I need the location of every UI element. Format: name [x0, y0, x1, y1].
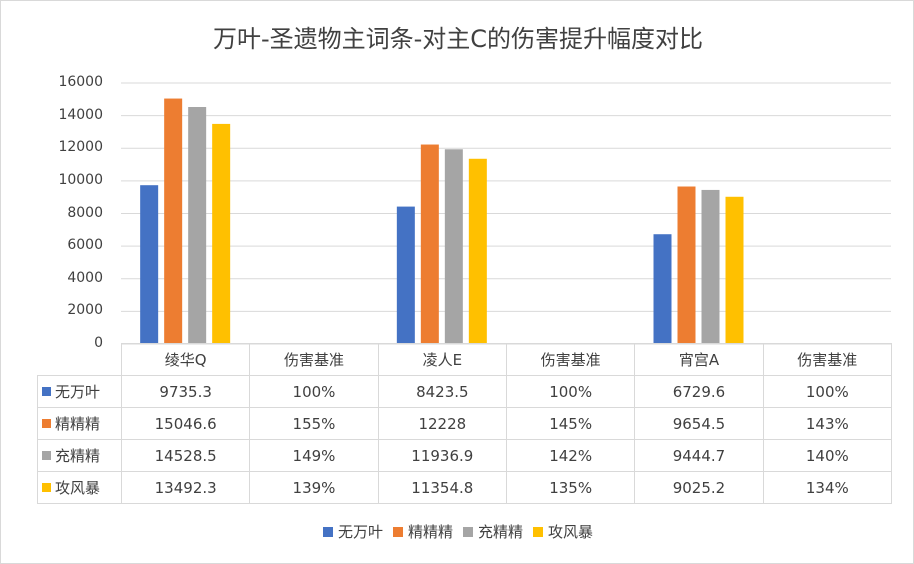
table-cell: 12228: [377, 407, 507, 440]
bar-无万叶-绫华Q: [140, 185, 159, 344]
x-category-label: 凌人E: [377, 343, 507, 376]
table-corner: [38, 344, 122, 376]
y-tick-label: 14000: [58, 106, 103, 123]
table-cell: 14528.5: [120, 439, 251, 472]
table-cell: 140%: [762, 439, 892, 472]
y-tick-label: 2000: [67, 302, 103, 319]
series-row-label: 充精精: [37, 439, 122, 472]
table-cell: 100%: [762, 375, 892, 408]
table-cell: 155%: [249, 407, 379, 440]
table-cell: 9654.5: [634, 407, 764, 440]
plot-area: [121, 82, 891, 345]
x-category-label: 伤害基准: [249, 343, 379, 376]
table-row: 精精精 15046.6 155% 12228 145% 9654.5 143%: [37, 407, 892, 440]
table-header-row: 绫华Q 伤害基准 凌人E 伤害基准 宵宫A 伤害基准: [38, 343, 892, 376]
x-category-label: 宵宫A: [634, 343, 764, 376]
table-cell: 6729.6: [634, 375, 764, 408]
table-cell: 143%: [762, 407, 892, 440]
legend-label: 充精精: [478, 523, 524, 541]
series-row-label: 无万叶: [37, 375, 122, 408]
table-cell: 13492.3: [120, 471, 251, 504]
legend: 无万叶 精精精 充精精 攻风暴: [1, 521, 914, 542]
legend-swatch: [392, 527, 403, 537]
table-cell: 9025.2: [634, 471, 764, 504]
y-tick-label: 0: [94, 335, 103, 351]
table-cell: 142%: [505, 439, 636, 472]
legend-swatch: [322, 527, 333, 537]
table-cell: 9444.7: [634, 439, 764, 472]
x-category-label: 伤害基准: [505, 343, 636, 376]
bar-攻风暴-绫华Q: [212, 123, 231, 344]
legend-item: 攻风暴: [533, 521, 593, 542]
table-cell: 139%: [249, 471, 379, 504]
table-cell: 135%: [505, 471, 636, 504]
table-cell: 145%: [505, 407, 636, 440]
series-name: 精精精: [55, 415, 101, 433]
data-table: 绫华Q 伤害基准 凌人E 伤害基准 宵宫A 伤害基准 无万叶 9735.3 100% 8423.5…: [37, 343, 892, 504]
legend-label: 攻风暴: [548, 523, 594, 541]
table-cell: 100%: [505, 375, 636, 408]
table-cell: 100%: [249, 375, 379, 408]
legend-item: 充精精: [463, 521, 523, 542]
x-category-label: 绫华Q: [120, 343, 251, 376]
bar-精精精-凌人E: [420, 144, 439, 344]
legend-label: 精精精: [407, 523, 453, 541]
bar-无万叶-宵宫A: [653, 234, 672, 344]
x-category-label: 伤害基准: [762, 343, 892, 376]
table-cell: 9735.3: [120, 375, 251, 408]
chart-title: 万叶-圣遗物主词条-对主C的伤害提升幅度对比: [212, 25, 704, 53]
table-row: 攻风暴 13492.3 139% 11354.8 135% 9025.2 134%: [37, 471, 892, 504]
table-row: 无万叶 9735.3 100% 8423.5 100% 6729.6 100%: [37, 375, 892, 408]
table-cell: 134%: [762, 471, 892, 504]
y-tick-label: 12000: [58, 139, 103, 156]
series-swatch: [42, 387, 51, 396]
bar-无万叶-凌人E: [396, 206, 415, 344]
y-tick-label: 4000: [67, 269, 103, 286]
series-row-label: 精精精: [37, 407, 122, 440]
bar-精精精-绫华Q: [164, 98, 183, 344]
bar-攻风暴-宵宫A: [725, 196, 744, 344]
series-name: 充精精: [55, 447, 101, 465]
legend-label: 无万叶: [337, 523, 383, 541]
legend-item: 无万叶: [322, 521, 383, 542]
table-cell: 15046.6: [120, 407, 251, 440]
y-tick-label: 8000: [67, 204, 103, 221]
y-tick-label: 16000: [58, 74, 103, 90]
table-cell: 149%: [249, 439, 379, 472]
table-cell: 8423.5: [377, 375, 507, 408]
bar-精精精-宵宫A: [677, 186, 696, 344]
bar-攻风暴-凌人E: [468, 158, 487, 344]
legend-swatch: [463, 527, 473, 537]
series-swatch: [42, 419, 51, 428]
bar-充精精-凌人E: [444, 149, 463, 344]
series-row-label: 攻风暴: [37, 471, 122, 504]
series-name: 攻风暴: [55, 479, 101, 497]
y-tick-label: 6000: [67, 237, 103, 254]
y-tick-label: 10000: [58, 171, 103, 188]
table-cell: 11936.9: [377, 439, 507, 472]
bar-充精精-绫华Q: [188, 107, 207, 344]
legend-item: 精精精: [392, 521, 453, 542]
series-swatch: [42, 451, 51, 460]
bar-充精精-宵宫A: [701, 189, 720, 344]
series-name: 无万叶: [55, 383, 101, 401]
table-row: 充精精 14528.5 149% 11936.9 142% 9444.7 140%: [37, 439, 892, 472]
table-cell: 11354.8: [377, 471, 507, 504]
legend-swatch: [533, 527, 544, 537]
series-swatch: [42, 483, 51, 492]
